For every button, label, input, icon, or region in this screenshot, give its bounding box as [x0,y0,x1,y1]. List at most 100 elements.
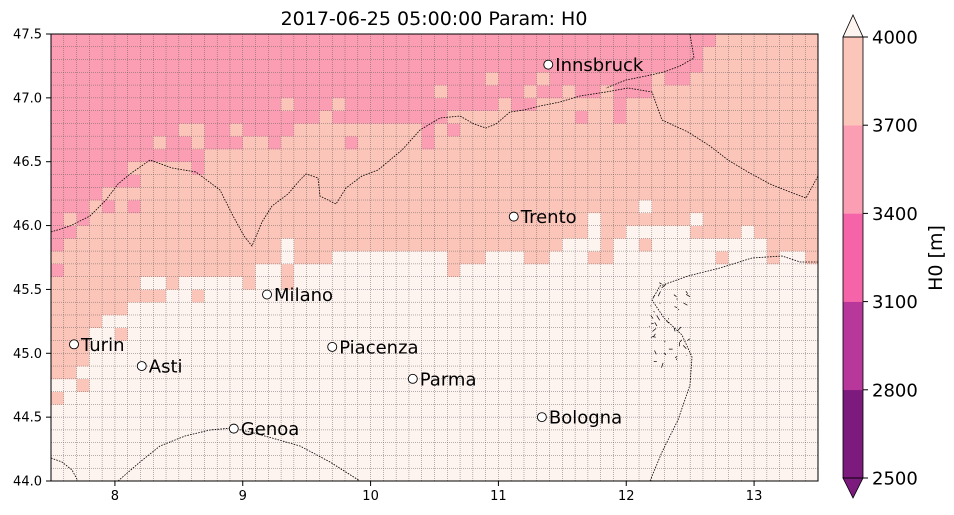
heatmap-cell [613,429,627,443]
heatmap-cell [51,46,65,60]
colorbar-tick-label: 2800 [872,380,918,401]
heatmap-cell [114,302,128,316]
heatmap-cell [281,340,295,354]
heatmap-cell [51,174,65,188]
heatmap-cell [153,238,167,252]
heatmap-cell [178,455,192,469]
heatmap-cell [613,366,627,380]
heatmap-cell [523,110,538,124]
heatmap-cell [766,468,780,481]
heatmap-cell [255,276,269,290]
heatmap-cell [268,391,282,405]
heatmap-cell [383,174,397,188]
heatmap-cell [536,391,550,405]
heatmap-cell [613,148,627,163]
heatmap-cell [242,72,256,86]
heatmap-cell [76,46,90,60]
heatmap-cell [51,302,65,316]
heatmap-cell [396,391,410,405]
heatmap-cell [421,97,435,111]
heatmap-cell [51,251,65,265]
heatmap-cell [766,187,780,201]
heatmap-cell [102,174,116,188]
heatmap-cell [332,289,346,303]
heatmap-cell [281,34,295,48]
heatmap-cell [754,136,768,150]
heatmap-cell [766,97,780,111]
heatmap-cell [293,468,307,481]
heatmap-cell [178,136,192,150]
heatmap-cell [293,148,307,163]
heatmap-cell [229,327,244,341]
heatmap-cell [562,417,576,431]
heatmap-cell [76,72,90,86]
heatmap-cell [434,212,448,226]
heatmap-cell [191,200,205,214]
heatmap-cell [472,391,486,405]
heatmap-cell [728,404,742,418]
heatmap-cell [255,429,269,443]
heatmap-cell [498,378,512,392]
heatmap-cell [677,314,691,329]
heatmap-cell [178,225,192,239]
heatmap-cell [51,148,65,163]
heatmap-cell [76,123,90,137]
heatmap-cell [549,97,563,111]
heatmap-cell [268,34,282,48]
heatmap-cell [690,455,704,469]
heatmap-cell [600,110,614,124]
heatmap-cell [293,263,307,277]
heatmap-cell [63,174,77,188]
heatmap-cell [460,417,474,431]
heatmap-cell [549,404,563,418]
heatmap-cell [498,366,512,380]
heatmap-cell [511,263,525,277]
heatmap-cell [281,212,295,226]
heatmap-cell [485,110,499,124]
heatmap-cell [319,34,333,48]
heatmap-cell [408,148,423,163]
heatmap-cell [166,378,180,392]
heatmap-cell [166,366,180,380]
heatmap-cell [677,238,691,252]
heatmap-cell [114,251,128,265]
heatmap-cell [332,442,346,456]
heatmap-cell [715,378,729,392]
heatmap-cell [281,417,295,431]
heatmap-cell [472,59,486,73]
heatmap-cell [523,97,538,111]
heatmap-cell [89,123,103,137]
heatmap-cell [677,200,691,214]
heatmap-cell [242,59,256,73]
heatmap-cell [204,212,218,226]
heatmap-cell [421,212,435,226]
heatmap-cell [89,225,103,239]
heatmap-cell [549,123,563,137]
heatmap-cell [639,46,653,60]
heatmap-cell [613,200,627,214]
heatmap-cell [651,46,665,60]
heatmap-cell [447,378,461,392]
heatmap-cell [370,148,384,163]
heatmap-cell [102,34,116,48]
heatmap-cell [166,289,180,303]
heatmap-cell [345,174,359,188]
heatmap-cell [345,110,359,124]
heatmap-cell [792,353,806,367]
heatmap-cell [754,72,768,86]
heatmap-cell [447,34,461,48]
heatmap-cell [319,378,333,392]
heatmap-cell [766,59,780,73]
heatmap-cell [587,123,601,137]
heatmap-cell [511,238,525,252]
heatmap-cell [370,161,384,175]
heatmap-cell [715,429,729,443]
heatmap-cell [51,263,65,277]
heatmap-cell [153,302,167,316]
heatmap-cell [357,429,371,443]
heatmap-cell [63,238,77,252]
heatmap-cell [485,187,499,201]
heatmap-cell [715,263,729,277]
heatmap-cell [523,148,538,163]
heatmap-cell [741,238,755,252]
